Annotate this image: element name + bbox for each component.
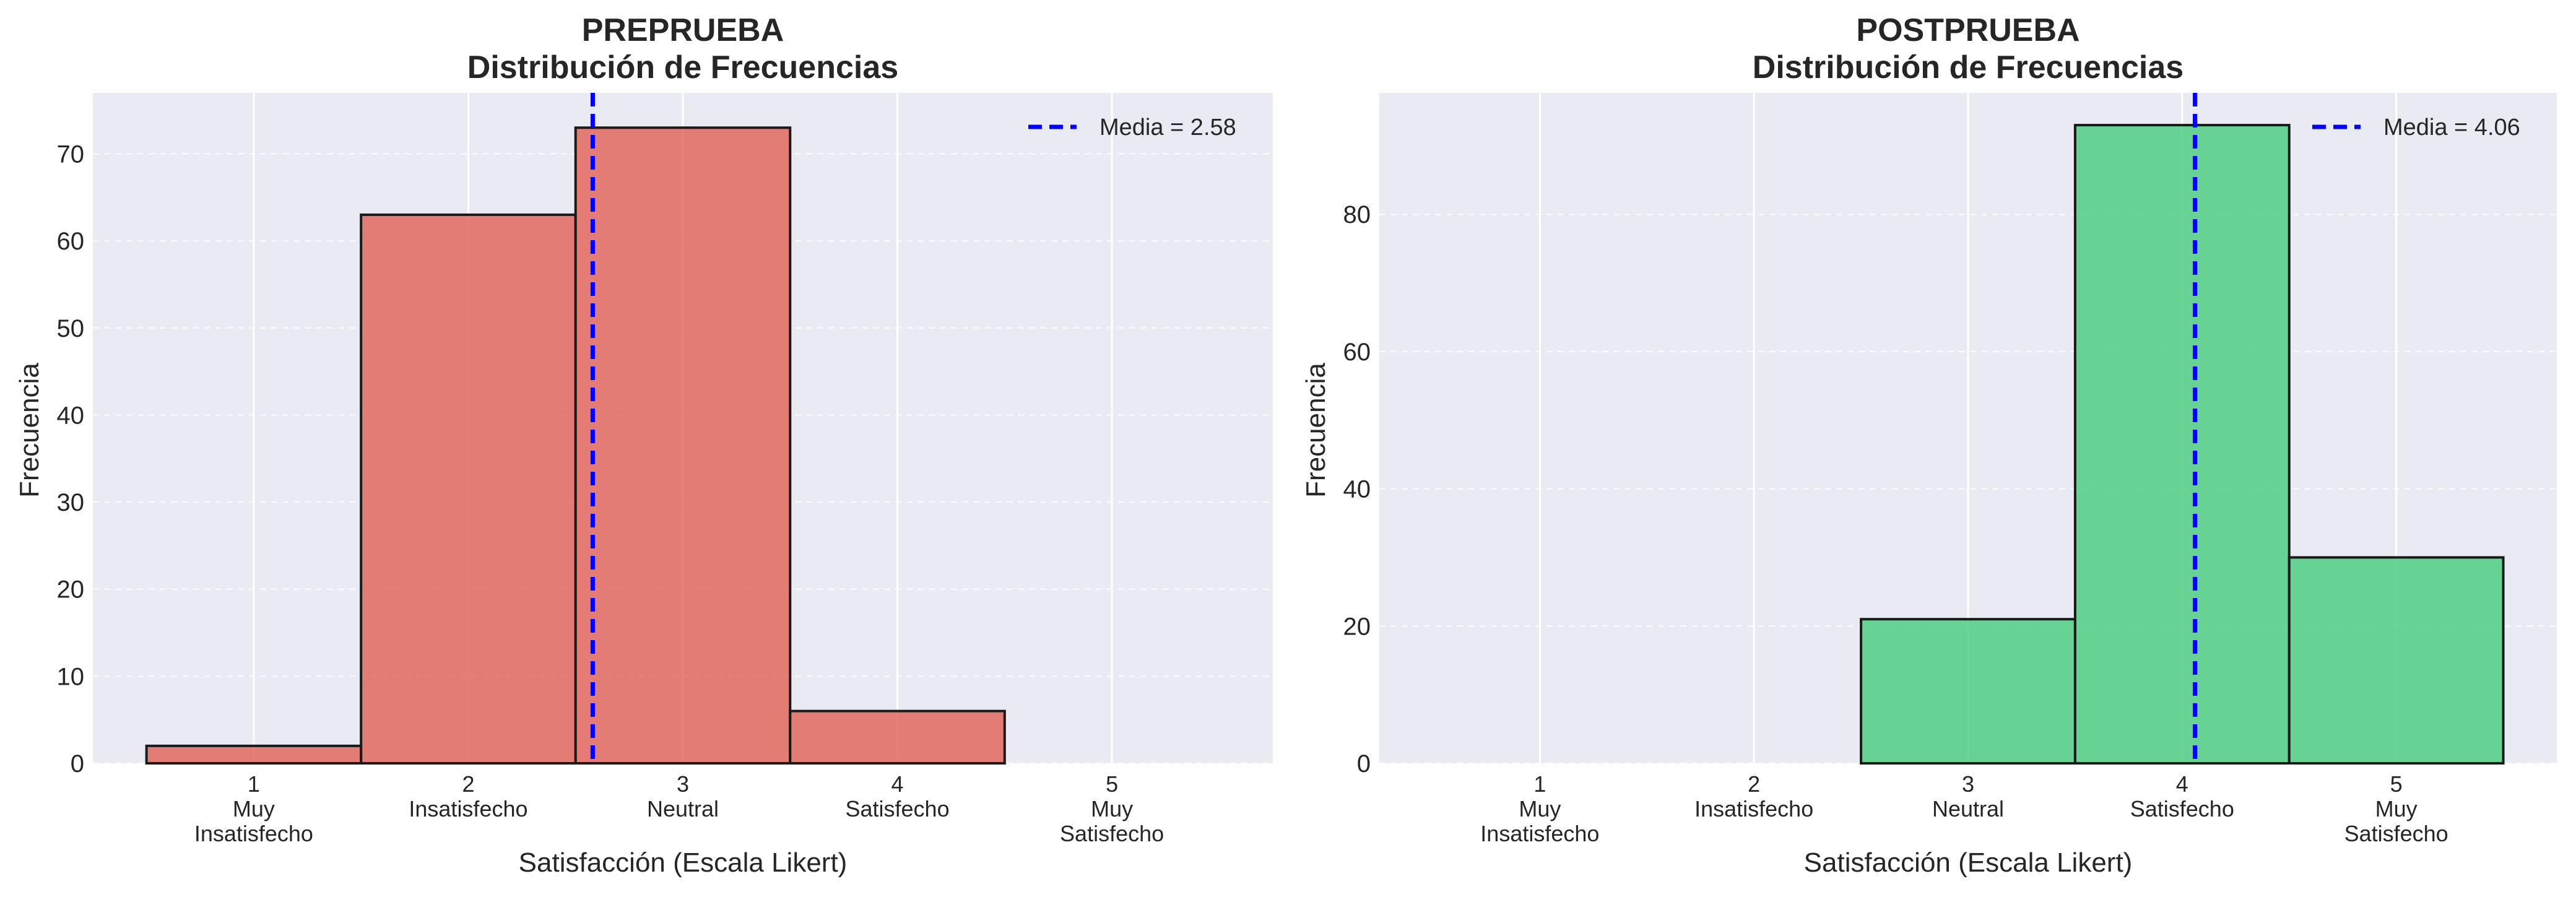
chart-subtitle: Distribución de Frecuencias (1753, 50, 2184, 85)
x-tick-label: 4 Satisfecho (845, 771, 949, 821)
x-tick-label: 1 Muy Insatisfecho (194, 771, 313, 846)
y-tick-label: 70 (57, 141, 85, 168)
x-tick-label-line: Insatisfecho (194, 821, 313, 846)
x-tick-label: 4 Satisfecho (2130, 771, 2234, 821)
x-tick-label-line: 4 (891, 771, 904, 797)
y-tick-label: 60 (57, 228, 85, 255)
y-tick-label: 40 (1343, 476, 1371, 503)
x-tick-label-line: Muy (1519, 796, 1561, 821)
y-tick-label: 80 (1343, 201, 1371, 228)
x-tick-label-line: Neutral (647, 796, 719, 821)
x-tick-label-line: Muy (2375, 796, 2418, 821)
x-tick-label-line: Insatisfecho (1480, 821, 1599, 846)
y-axis-label: Frecuencia (14, 363, 45, 498)
x-tick-label-line: 4 (2176, 771, 2188, 797)
preprueba-chart: PREPRUEBA Distribución de Frecuencias Sa… (14, 12, 1273, 878)
y-tick-label: 20 (1343, 613, 1371, 640)
y-tick-label: 60 (1343, 339, 1371, 366)
x-tick-label-line: 1 (248, 771, 260, 797)
y-tick-label: 40 (57, 402, 85, 429)
y-tick-label: 0 (1357, 750, 1371, 778)
x-tick-label-line: Muy (233, 796, 275, 821)
bar (145, 744, 363, 765)
x-tick-label-line: Satisfecho (2130, 796, 2234, 821)
x-axis-label: Satisfacción (Escala Likert) (519, 847, 848, 878)
x-tick-label-line: Satisfecho (2344, 821, 2448, 846)
bar (360, 213, 577, 765)
y-tick-label: 0 (71, 750, 84, 778)
y-tick-label: 30 (57, 489, 85, 516)
x-tick-label-line: 3 (1962, 771, 1974, 797)
legend-mean-label: Media = 4.06 (2383, 115, 2520, 141)
x-tick-label-line: Insatisfecho (409, 796, 527, 821)
x-tick-label: 3 Neutral (1932, 771, 2004, 821)
x-tick-label-line: 5 (2390, 771, 2403, 797)
x-tick-label-line: 2 (462, 771, 474, 797)
bar (2073, 124, 2291, 765)
x-tick-label-line: Insatisfecho (1694, 796, 1813, 821)
x-tick-label: 2 Insatisfecho (1694, 771, 1813, 821)
x-tick-label-line: Neutral (1932, 796, 2004, 821)
legend-mean-label: Media = 2.58 (1099, 115, 1236, 141)
x-tick-label-line: Muy (1091, 796, 1133, 821)
x-tick-label-line: Satisfecho (1060, 821, 1164, 846)
y-axis-label: Frecuencia (1301, 363, 1331, 498)
y-tick-label: 20 (57, 576, 85, 604)
chart-title: POSTPRUEBA (1856, 12, 2079, 48)
x-tick-label-line: 3 (677, 771, 689, 797)
y-tick-label: 10 (57, 663, 85, 690)
x-tick-label-line: Satisfecho (845, 796, 949, 821)
chart-title: PREPRUEBA (582, 12, 784, 48)
postprueba-chart: POSTPRUEBA Distribución de Frecuencias S… (1301, 12, 2557, 878)
x-tick-label: 5 Muy Satisfecho (1060, 771, 1164, 846)
bar (789, 709, 1006, 765)
x-tick-label-line: 1 (1533, 771, 1546, 797)
y-tick-label: 50 (57, 315, 85, 342)
bar (574, 126, 792, 765)
x-tick-label: 5 Muy Satisfecho (2344, 771, 2448, 846)
x-tick-label: 2 Insatisfecho (409, 771, 527, 821)
bar (1860, 618, 2076, 765)
bar (2288, 556, 2505, 765)
chart-subtitle: Distribución de Frecuencias (467, 50, 898, 85)
x-tick-label: 1 Muy Insatisfecho (1480, 771, 1599, 846)
x-tick-label: 3 Neutral (647, 771, 719, 821)
x-tick-label-line: 2 (1748, 771, 1760, 797)
x-axis-label: Satisfacción (Escala Likert) (1804, 847, 2133, 878)
x-tick-label-line: 5 (1106, 771, 1118, 797)
